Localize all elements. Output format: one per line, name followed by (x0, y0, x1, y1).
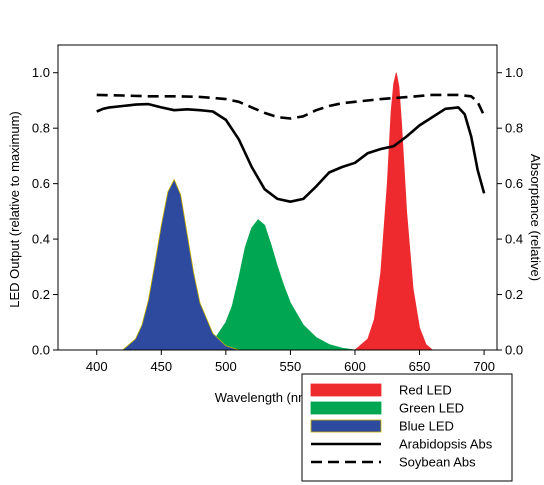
plot-frame (57, 44, 498, 351)
series-area-red-led (353, 72, 434, 351)
y-left-tick-label: 0.6 (32, 176, 50, 191)
legend-label-arabidopsis-abs: Arabidopsis Abs (399, 437, 493, 452)
legend-label-red-led: Red LED (399, 383, 452, 398)
series-layer (96, 72, 486, 351)
x-axis-title: Wavelength (nm) (215, 390, 314, 405)
y-right-tick-label: 0.8 (505, 121, 523, 136)
y-left-tick-label: 0.4 (32, 232, 50, 247)
series-line-arabidopsis-abs (96, 102, 486, 203)
series-area-green-led (198, 219, 356, 351)
y-axis-title-right: Absorptance (relative) (528, 154, 543, 281)
y-axis-title-left: LED Output (relative to maximum) (7, 111, 22, 308)
x-axis: 400 450 500 550 600 650 700 (86, 350, 495, 374)
y-left-tick-label: 0.0 (32, 343, 50, 358)
legend-label-soybean-abs: Soybean Abs (399, 455, 476, 470)
x-tick-label: 450 (150, 359, 172, 374)
legend-label-green-led: Green LED (399, 401, 464, 416)
x-tick-label: 650 (409, 359, 431, 374)
y-right-tick-label: 0.6 (505, 176, 523, 191)
y-right-tick-label: 0.4 (505, 232, 523, 247)
series-area-blue-led (121, 178, 239, 351)
legend-label-blue-led: Blue LED (399, 419, 454, 434)
y-left-tick-label: 0.2 (32, 287, 50, 302)
y-axis-left: 0.0 0.2 0.4 0.6 0.8 1.0 (32, 65, 58, 358)
y-right-tick-label: 0.0 (505, 343, 523, 358)
y-axis-right: 0.0 0.2 0.4 0.6 0.8 1.0 (497, 65, 523, 358)
legend-swatch-green-led (310, 401, 382, 415)
y-right-tick-label: 1.0 (505, 65, 523, 80)
y-left-tick-label: 0.8 (32, 121, 50, 136)
y-left-tick-label: 1.0 (32, 65, 50, 80)
legend-swatch-red-led (310, 383, 382, 397)
x-tick-label: 600 (344, 359, 366, 374)
x-tick-label: 550 (280, 359, 302, 374)
legend: Red LED Green LED Blue LED Arabidopsis Abs S… (301, 373, 513, 482)
legend-swatch-blue-led (310, 419, 382, 433)
x-tick-label: 700 (473, 359, 495, 374)
x-tick-label: 500 (215, 359, 237, 374)
x-tick-label: 400 (86, 359, 108, 374)
y-right-tick-label: 0.2 (505, 287, 523, 302)
series-line-soybean-abs (96, 93, 486, 120)
